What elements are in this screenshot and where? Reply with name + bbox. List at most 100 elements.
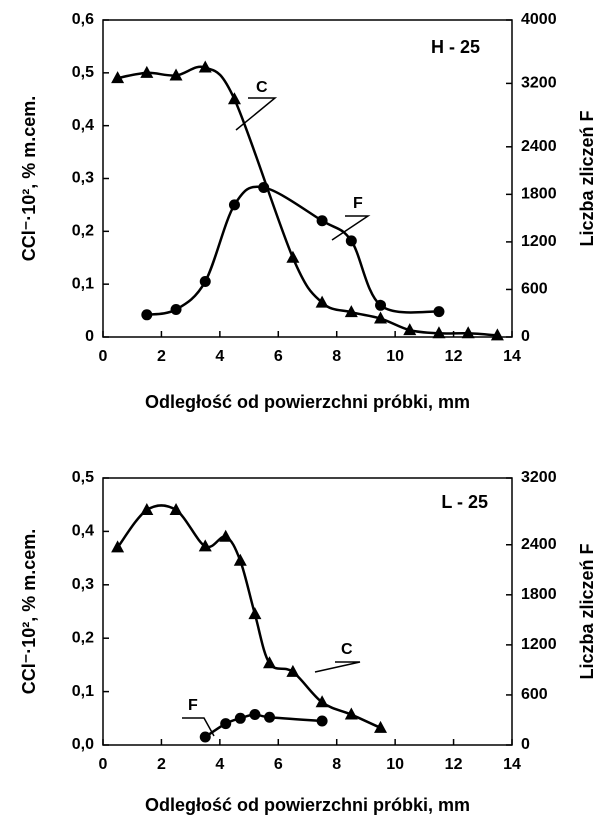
plot-frame	[102, 19, 513, 338]
x-tick-label: 12	[445, 756, 463, 773]
annotation: H - 25	[431, 37, 480, 57]
x-tick-label: 4	[215, 756, 224, 773]
x-axis-label: Odległość od powierzchni próbki, mm	[145, 392, 470, 412]
circle-marker	[228, 199, 240, 211]
triangle-marker	[227, 92, 241, 105]
circle-marker	[433, 306, 445, 318]
y-tick-label: 0,3	[72, 170, 94, 187]
circle-marker	[170, 304, 182, 316]
leader-line	[314, 661, 361, 673]
triangle-marker	[233, 553, 247, 566]
triangle-marker	[111, 71, 125, 84]
triangle-marker	[374, 720, 388, 733]
x-tick-label: 0	[99, 348, 108, 365]
y2-tick-label: 1800	[521, 186, 557, 203]
circle-marker	[345, 235, 357, 247]
y-tick-label: 0	[85, 328, 94, 345]
circle-marker	[316, 715, 328, 727]
circle-marker	[264, 711, 276, 723]
triangle-marker	[169, 503, 183, 516]
y-tick-label: 0,0	[72, 736, 94, 753]
y2-axis-label: Liczba zliczeń F	[577, 543, 597, 679]
triangle-marker	[140, 65, 154, 78]
y2-tick-label: 1800	[521, 586, 557, 603]
annotation: C	[256, 79, 268, 96]
triangle-marker	[198, 539, 212, 552]
plot-frame	[102, 477, 513, 746]
circle-marker	[375, 299, 387, 311]
series-line	[117, 65, 498, 337]
y-tick-label: 0,3	[72, 576, 94, 593]
annotation: F	[188, 697, 198, 714]
triangle-marker	[344, 707, 358, 720]
circle-marker	[199, 731, 211, 743]
y-tick-label: 0,1	[72, 683, 94, 700]
triangle-marker	[198, 60, 212, 73]
y-axis-label: CCl⁻·10², % m.cem.	[19, 96, 39, 262]
leader-line	[235, 97, 278, 131]
annotation: F	[353, 195, 363, 212]
y-tick-label: 0,5	[72, 469, 94, 486]
circle-marker	[199, 276, 211, 288]
x-tick-label: 14	[503, 348, 521, 365]
x-axis-label: Odległość od powierzchni próbki, mm	[145, 795, 470, 815]
circle-marker	[316, 215, 328, 227]
x-tick-label: 2	[157, 756, 166, 773]
y2-tick-label: 2400	[521, 536, 557, 553]
x-tick-label: 2	[157, 348, 166, 365]
triangle-marker	[111, 540, 125, 553]
x-tick-label: 10	[386, 756, 404, 773]
y2-axis-label: Liczba zliczeń F	[577, 110, 597, 246]
y-tick-label: 0,4	[72, 117, 94, 134]
triangle-marker	[219, 529, 233, 542]
annotation: C	[341, 641, 353, 658]
x-tick-label: 8	[332, 756, 341, 773]
y-tick-label: 0,1	[72, 275, 94, 292]
y-tick-label: 0,5	[72, 64, 94, 81]
y-tick-label: 0,4	[72, 523, 94, 540]
circle-marker	[258, 181, 270, 193]
triangle-marker	[315, 695, 329, 708]
leader-line	[182, 717, 215, 737]
triangle-marker	[315, 295, 329, 308]
triangle-marker	[461, 326, 475, 339]
y2-tick-label: 1200	[521, 233, 557, 250]
y2-tick-label: 3200	[521, 469, 557, 486]
annotation: L - 25	[441, 492, 488, 512]
x-tick-label: 0	[99, 756, 108, 773]
triangle-marker	[344, 305, 358, 318]
y2-tick-label: 0	[521, 736, 530, 753]
circle-marker	[141, 309, 153, 321]
triangle-marker	[169, 68, 183, 81]
triangle-marker	[374, 311, 388, 324]
series-line	[116, 504, 382, 730]
triangle-marker	[403, 323, 417, 336]
triangle-marker	[263, 656, 277, 669]
circle-marker	[249, 709, 261, 721]
triangle-marker	[140, 503, 154, 516]
x-tick-label: 10	[386, 348, 404, 365]
y2-tick-label: 0	[521, 328, 530, 345]
triangle-marker	[286, 664, 300, 677]
y-axis-label: CCl⁻·10², % m.cem.	[19, 529, 39, 695]
triangle-marker	[432, 326, 446, 339]
y2-tick-label: 2400	[521, 138, 557, 155]
x-tick-label: 4	[215, 348, 224, 365]
x-tick-label: 8	[332, 348, 341, 365]
x-tick-label: 6	[274, 348, 283, 365]
y-tick-label: 0,2	[72, 629, 94, 646]
circle-marker	[234, 712, 246, 724]
y2-tick-label: 1200	[521, 636, 557, 653]
y-tick-label: 0,2	[72, 223, 94, 240]
y-tick-label: 0,6	[72, 11, 94, 28]
triangle-marker	[248, 607, 262, 620]
y2-tick-label: 3200	[521, 75, 557, 92]
x-tick-label: 14	[503, 756, 521, 773]
y2-tick-label: 600	[521, 281, 548, 298]
x-tick-label: 12	[445, 348, 463, 365]
triangle-marker	[286, 250, 300, 263]
y2-tick-label: 4000	[521, 11, 557, 28]
circle-marker	[220, 718, 232, 730]
y2-tick-label: 600	[521, 686, 548, 703]
